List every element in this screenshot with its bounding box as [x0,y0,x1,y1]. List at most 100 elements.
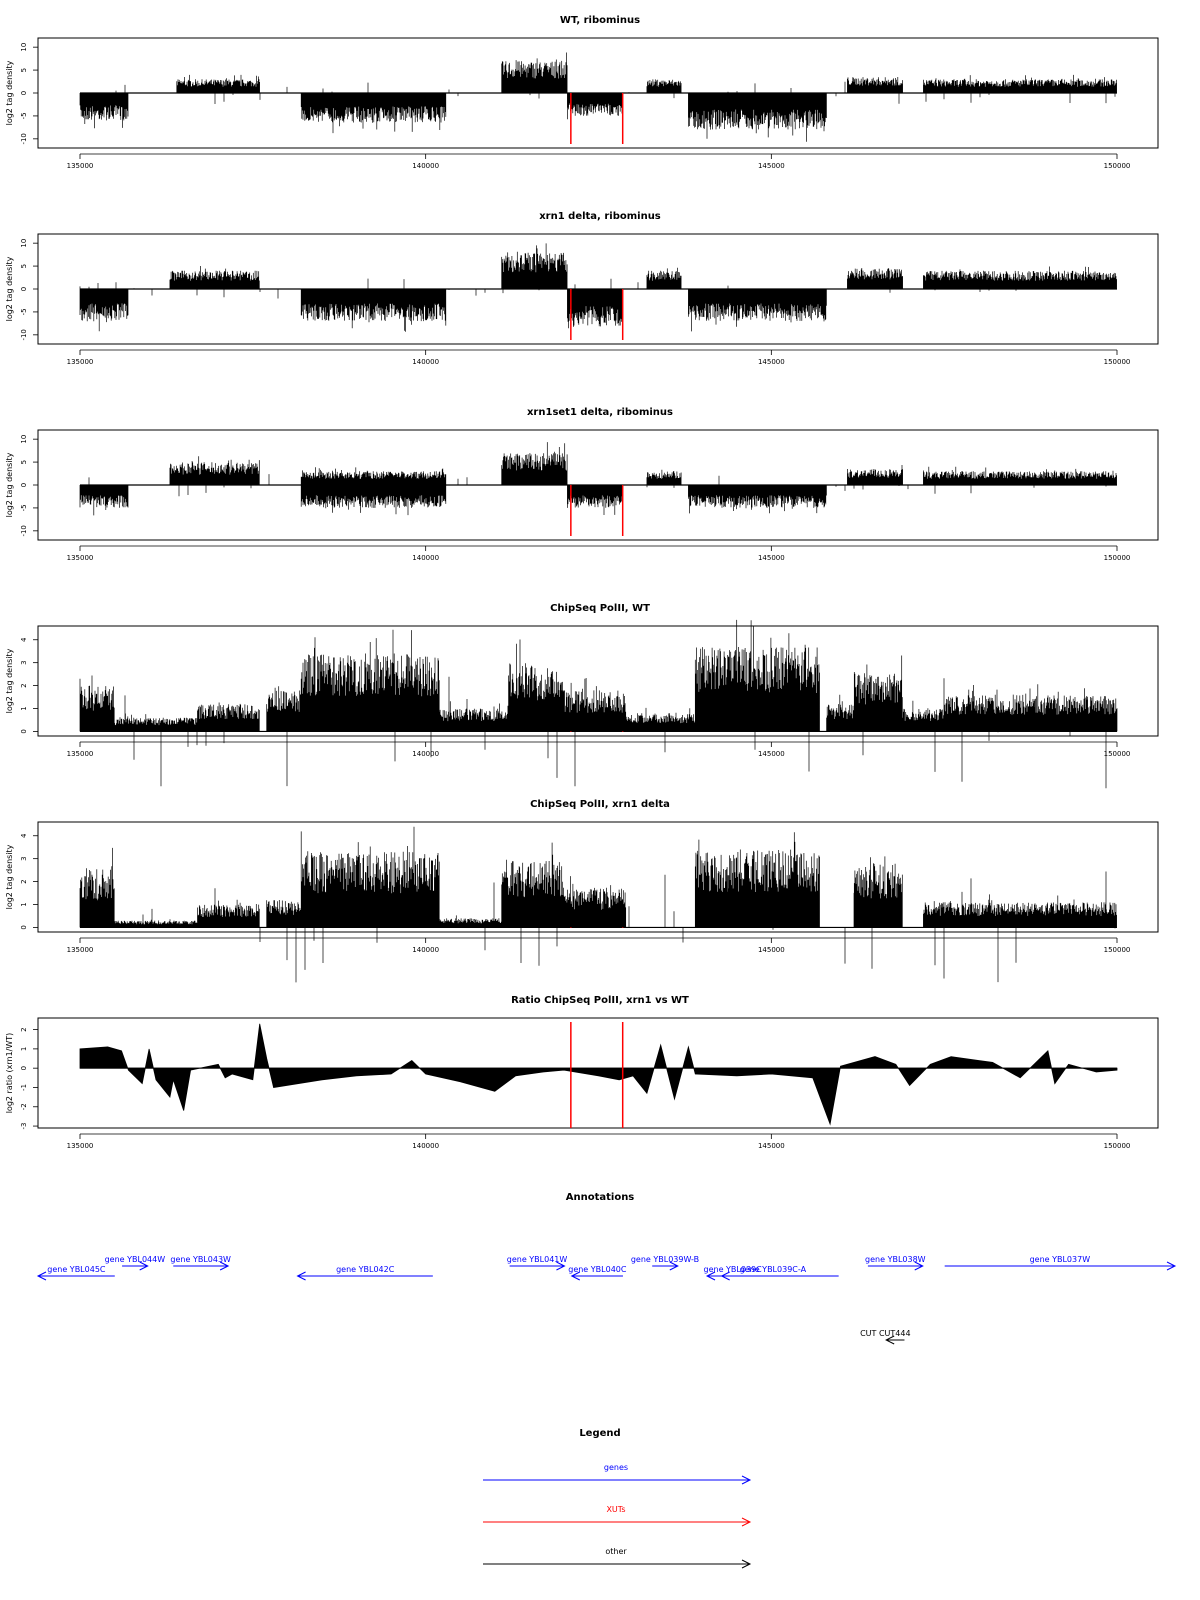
gene-arrow [944,1261,1177,1271]
x-tick-label: 150000 [1104,750,1131,758]
ratio-series [79,1023,1118,1126]
arrow-head [720,1271,730,1281]
gene-label: gene YBL041W [507,1255,568,1264]
y-tick-label: 0 [20,729,28,733]
y-tick-label: -5 [20,112,28,119]
arrow-head [219,1261,230,1271]
gene-arrow [652,1261,679,1271]
panel-4: ChipSeq PolII, WT log2 tag density 0 1 2 3 4 13… [5,603,1159,789]
x-tick-label: 145000 [758,1142,785,1150]
y-axis-label: log2 tag density [5,844,14,909]
y-tick-label: 10 [20,43,28,52]
panel-title: xrn1 delta, ribominus [539,211,661,222]
other-arrow [885,1335,905,1345]
x-tick-label: 135000 [67,1142,94,1150]
gene-arrow [720,1271,744,1281]
panel-2: xrn1 delta, ribominus log2 tag density -10… [5,211,1159,366]
plot-frame [37,1017,1159,1129]
x-tick-label: 135000 [67,358,94,366]
gene-label: gene YBL045C [47,1265,106,1274]
x-tick-label: 145000 [758,162,785,170]
y-tick-label: 2 [20,879,28,883]
x-tick-label: 135000 [67,554,94,562]
x-tick-label: 140000 [412,554,439,562]
x-tick-label: 150000 [1104,1142,1131,1150]
y-tick-label: 0 [20,287,28,291]
gene-arrow [173,1261,230,1271]
x-tick-label: 150000 [1104,946,1131,954]
y-tick-label: 10 [20,435,28,444]
x-tick-label: 140000 [412,358,439,366]
y-tick-label: 3 [20,660,28,664]
panel-1: WT, ribominus log2 tag density -10 -5 0 5 10 13… [5,15,1159,170]
gene-label: gene YBL040C [568,1265,627,1274]
legend-label: genes [604,1463,628,1472]
legend-arrow-genes [483,1475,752,1485]
panel-5: ChipSeq PolII, xrn1 delta log2 tag densit… [5,799,1159,983]
arrow-head [914,1261,924,1271]
y-tick-label: 2 [20,1027,28,1031]
y-tick-label: 0 [20,483,28,487]
x-tick-label: 145000 [758,554,785,562]
y-tick-label: -10 [20,329,28,340]
gene-label: gene YBL039C-A [740,1265,807,1274]
y-axis-label: log2 tag density [5,648,14,713]
arrow-head [669,1261,679,1271]
y-tick-label: -1 [20,1084,28,1091]
signal-series [79,442,1117,516]
x-tick-label: 140000 [412,946,439,954]
y-tick-label: -10 [20,525,28,536]
x-tick-label: 145000 [758,946,785,954]
y-tick-label: -10 [20,133,28,144]
panel-title: xrn1set1 delta, ribominus [527,407,673,418]
plot-frame [37,821,1159,933]
y-axis-label: log2 tag density [5,256,14,321]
gene-arrow [36,1271,115,1281]
arrow-head [296,1271,306,1281]
y-tick-label: 2 [20,683,28,687]
gene-label: gene YBL037W [1030,1255,1091,1264]
panel-6: Ratio ChipSeq PolII, xrn1 vs WT log2 rati… [5,995,1159,1150]
legend-label: other [605,1547,627,1556]
arrow-head [139,1261,149,1271]
gene-label: gene YBL043W [170,1255,231,1264]
gene-label: gene YBL042C [336,1265,395,1274]
y-tick-label: -3 [20,1123,28,1130]
y-tick-label: 4 [20,637,28,642]
x-tick-label: 140000 [412,1142,439,1150]
arrow-head [741,1517,752,1527]
gene-arrow [122,1261,149,1271]
arrow-head [705,1271,716,1281]
x-tick-label: 135000 [67,750,94,758]
gene-arrow [509,1261,566,1271]
gene-label: gene YBL039C [704,1265,763,1274]
y-tick-label: -5 [20,308,28,315]
x-tick-label: 150000 [1104,554,1131,562]
gene-label: gene YBL044W [105,1255,166,1264]
gene-arrow [867,1261,924,1271]
panel-title: ChipSeq PolII, WT [550,603,650,614]
x-tick-label: 135000 [67,946,94,954]
arrow-head [885,1335,895,1345]
gene-label: gene YBL039W-B [631,1255,699,1264]
y-tick-label: 3 [20,856,28,860]
x-tick-label: 140000 [412,162,439,170]
arrow-head [36,1271,47,1281]
gene-label: gene YBL038W [865,1255,926,1264]
y-tick-label: 0 [20,1066,28,1070]
legend-arrow-other [483,1559,752,1569]
y-tick-label: -5 [20,504,28,511]
legend-title: Legend [579,1428,620,1439]
plot-frame [37,625,1159,737]
panel-title: Ratio ChipSeq PolII, xrn1 vs WT [511,995,689,1006]
gene-arrow [296,1271,433,1281]
gene-arrow [570,1271,623,1281]
y-axis-label: log2 ratio (xrn1/WT) [5,1033,14,1114]
y-tick-label: -2 [20,1103,28,1110]
signal-series [79,619,1118,789]
signal-series [79,243,1117,332]
panel-title: ChipSeq PolII, xrn1 delta [530,799,670,810]
y-axis-label: log2 tag density [5,60,14,125]
x-tick-label: 135000 [67,162,94,170]
y-tick-label: 5 [20,460,28,464]
